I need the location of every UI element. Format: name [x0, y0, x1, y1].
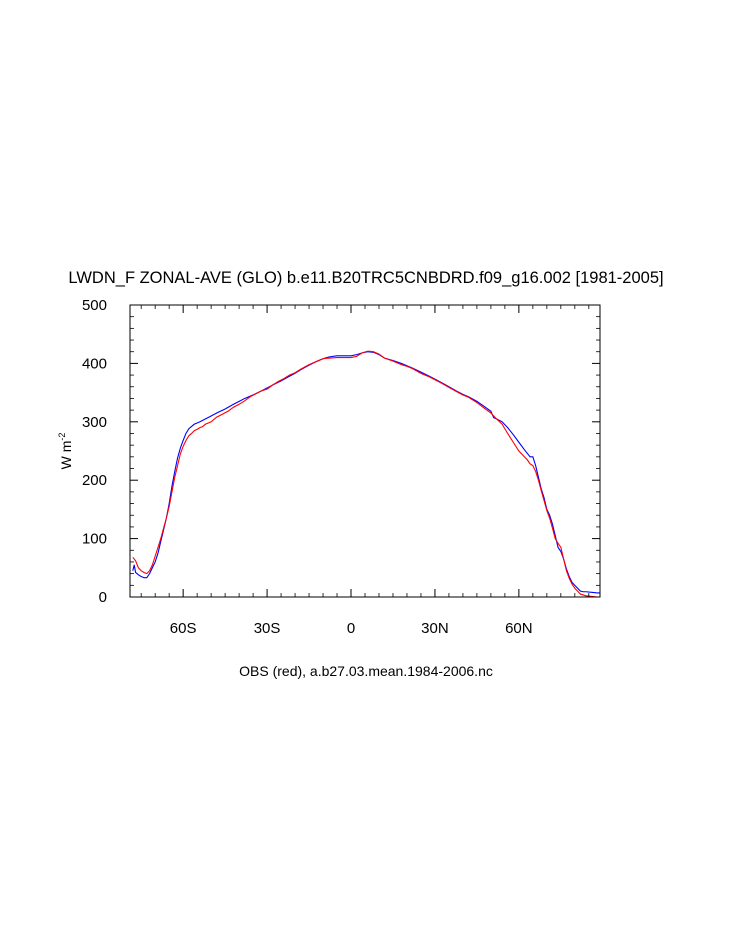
y-axis-label-superscript: -2	[57, 433, 67, 441]
x-tick-label-3: 30N	[421, 620, 449, 637]
chart-title: LWDN_F ZONAL-AVE (GLO) b.e11.B20TRC5CNBD…	[68, 269, 663, 287]
y-tick-label-5: 500	[82, 297, 107, 314]
y-tick-label-2: 200	[82, 472, 107, 489]
y-tick-label-4: 400	[82, 355, 107, 372]
x-tick-label-4: 60N	[505, 620, 533, 637]
y-axis-label: W m-2	[57, 433, 74, 470]
x-axis-label: OBS (red), a.b27.03.mean.1984-2006.nc	[239, 663, 493, 679]
x-tick-label-1: 30S	[254, 620, 281, 637]
x-tick-label-0: 60S	[170, 620, 197, 637]
series-line-0	[132, 351, 600, 594]
y-tick-label-1: 100	[82, 531, 107, 548]
plot-frame	[129, 304, 601, 598]
x-tick-label-2: 0	[347, 620, 355, 637]
y-tick-label-3: 300	[82, 414, 107, 431]
series-line-1	[132, 350, 600, 597]
y-tick-label-0: 0	[99, 589, 107, 606]
y-axis-label-text: W m	[58, 441, 74, 470]
